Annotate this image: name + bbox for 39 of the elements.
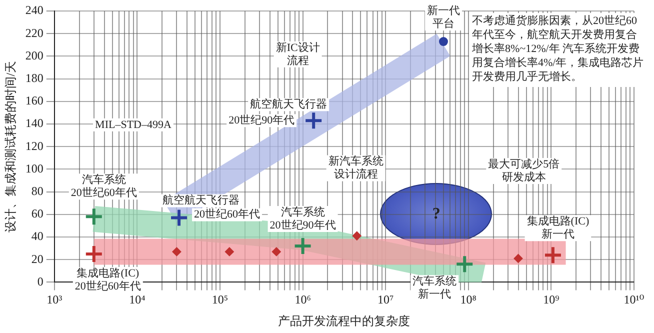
- annotation: 航空航天飞行器: [162, 194, 240, 207]
- x-tick-label: 10⁵: [212, 292, 228, 307]
- y-axis-title: 设计、集成和测试耗费的时间/天: [3, 60, 18, 232]
- x-axis-title: 产品开发流程中的复杂度: [278, 314, 410, 328]
- annotation: 汽车系统20世纪60年代: [70, 173, 137, 200]
- y-tick-label: 180: [25, 70, 44, 85]
- y-tick-label: 100: [25, 161, 44, 176]
- annotation: 集成电路(IC)新一代: [526, 214, 590, 240]
- annotation: 最大可减少5倍研发成本: [488, 157, 560, 184]
- annotation: MIL–STD–499A: [95, 118, 172, 131]
- x-tick-label: 10⁸: [460, 292, 476, 307]
- y-tick-label: 160: [25, 94, 44, 108]
- y-tick-label: 120: [25, 138, 44, 153]
- y-tick-label: 0: [37, 274, 44, 288]
- annotation: 不考虑通货膨胀因素，从20世纪60年代至今，航空航天开发费用复合增长率8%~12%/年 汽车系统开发费用复合增长率4%/年，集成电路芯片开发费用几乎无增长。: [471, 14, 644, 83]
- annotation: 新汽车系统设计流程: [328, 154, 384, 181]
- x-tick-label: 10¹⁰: [624, 292, 644, 307]
- y-tick-label: 220: [25, 26, 44, 40]
- x-tick-label: 10⁹: [543, 292, 560, 307]
- y-tick-label: 40: [31, 229, 44, 244]
- y-tick-label: 240: [25, 3, 44, 18]
- annotation: 航空航天飞行器: [250, 98, 328, 110]
- y-tick-label: 140: [25, 116, 44, 130]
- y-tick-label: 60: [31, 206, 44, 221]
- annotation: ?: [432, 206, 440, 223]
- x-tick-label: 10⁷: [378, 292, 394, 307]
- annotation: 集成电路(IC)20世纪60年代: [74, 266, 141, 292]
- annotation: 20世纪60年代: [194, 208, 260, 221]
- x-tick-label: 10⁶: [294, 292, 311, 307]
- y-tick-label: 20: [31, 252, 44, 266]
- x-tick-label: 10³: [46, 292, 63, 307]
- y-tick-label: 200: [25, 48, 44, 62]
- annotation: 新IC设计流程: [276, 40, 320, 67]
- annotation: 新一代平台: [426, 4, 460, 30]
- y-tick-label: 80: [31, 184, 44, 198]
- annotation: 20世纪90年代: [228, 114, 295, 126]
- x-tick-label: 10⁴: [129, 292, 146, 307]
- annotation: 汽车系统20世纪90年代: [270, 205, 336, 232]
- annotation: 汽车系统新一代: [412, 274, 457, 301]
